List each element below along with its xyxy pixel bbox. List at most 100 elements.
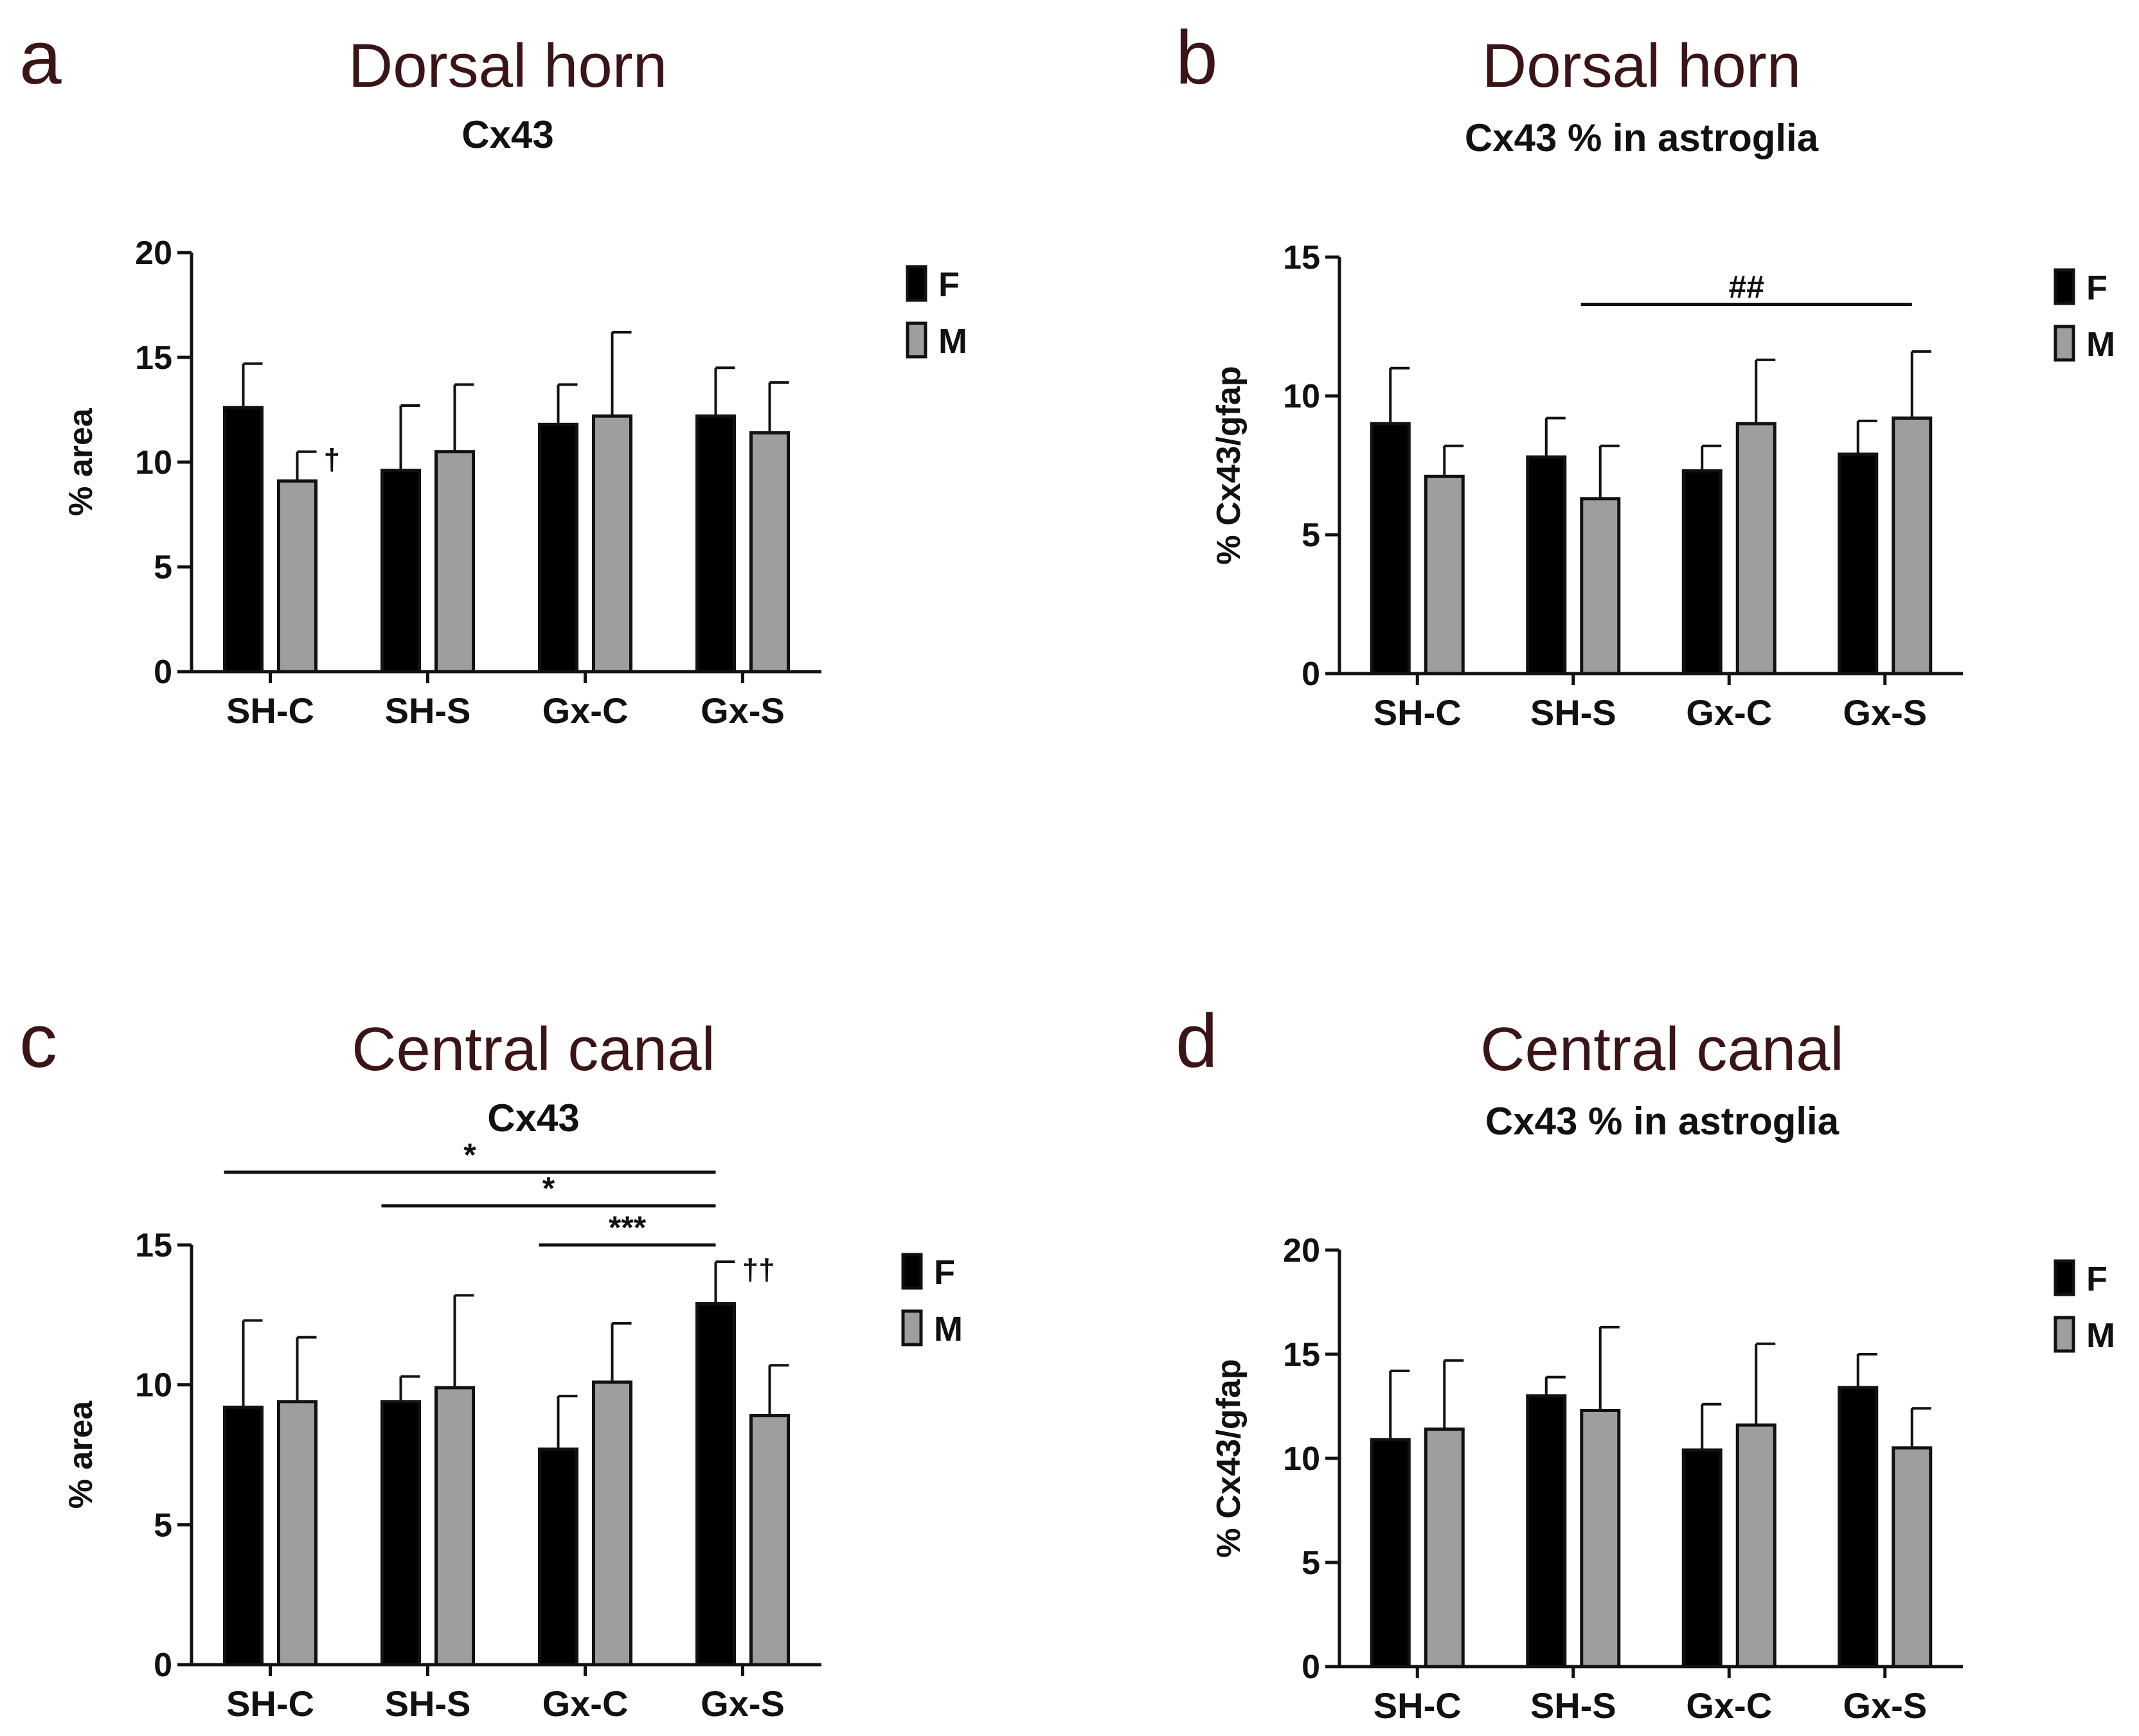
x-tick-label: SH-S	[1530, 692, 1616, 733]
x-tick-label: SH-C	[226, 690, 314, 731]
legend-swatch-m	[2054, 1316, 2075, 1353]
bar-f-sh-c	[223, 406, 264, 674]
y-tick-label: 0	[1302, 1649, 1320, 1686]
y-axis-label: % Cx43/gfap	[1210, 1359, 1248, 1557]
chart-title: Dorsal horn	[1482, 31, 1801, 100]
y-tick-label: 5	[1302, 1544, 1320, 1582]
x-tick-label: Gx-S	[701, 1683, 785, 1724]
x-tick-label: Gx-C	[542, 690, 629, 731]
y-axis-label: % Cx43/gfap	[1210, 366, 1248, 564]
legend-swatch-f	[901, 1253, 923, 1290]
significance-mark: ††	[742, 1253, 775, 1286]
bar-f-sh-c	[1370, 422, 1411, 676]
y-tick-label: 5	[154, 1507, 172, 1544]
chart-subtitle: Cx43 % in astroglia	[1465, 116, 1819, 159]
legend-swatch-f	[2054, 1259, 2075, 1296]
y-tick-label: 5	[1302, 517, 1320, 554]
x-tick-label: SH-S	[385, 1683, 471, 1724]
bar-m-sh-s	[1580, 497, 1621, 676]
bar-f-gx-s	[1838, 452, 1879, 676]
y-tick-label: 15	[1283, 1336, 1320, 1374]
y-tick-label: 0	[1302, 656, 1320, 693]
panel-letter: c	[19, 999, 57, 1084]
y-tick-label: 10	[135, 444, 172, 481]
y-tick-label: 20	[1283, 1232, 1320, 1269]
legend-swatch-f	[2054, 268, 2075, 305]
chart-title: Central canal	[352, 1015, 715, 1084]
y-tick-label: 10	[1283, 1440, 1320, 1478]
x-tick-label: Gx-C	[542, 1683, 629, 1724]
legend-swatch-m	[2054, 325, 2075, 362]
y-tick-label: 20	[135, 235, 172, 272]
x-tick-label: SH-S	[1530, 1685, 1616, 1726]
chart-subtitle: Cx43	[461, 113, 553, 156]
bar-f-gx-c	[1681, 469, 1723, 676]
chart-svg-d: d Central canal Cx43 % in astroglia 0 5 10 15 2…	[1176, 999, 2115, 1726]
y-tick-label: 10	[1283, 378, 1320, 415]
bar-f-sh-s	[1526, 1394, 1567, 1669]
bar-m-gx-s	[749, 431, 790, 674]
bar-m-gx-c	[592, 1380, 632, 1667]
y-tick-label: 10	[135, 1367, 172, 1404]
legend-label-m: M	[2086, 325, 2115, 364]
bar-m-gx-s	[749, 1414, 790, 1667]
significance-label: *	[542, 1170, 555, 1206]
bar-f-sh-s	[1526, 455, 1567, 676]
bar-m-sh-s	[434, 450, 475, 674]
y-tick-label: 5	[154, 549, 172, 586]
y-tick-label: 0	[154, 1647, 172, 1684]
y-tick-label: 15	[1283, 239, 1320, 276]
bar-m-gx-s	[1892, 1446, 1933, 1669]
legend-label-f: F	[934, 1253, 955, 1292]
y-tick-label: 15	[135, 339, 172, 377]
bar-f-gx-s	[695, 1302, 736, 1667]
bar-f-gx-c	[1681, 1448, 1723, 1669]
legend-label-f: F	[938, 265, 960, 304]
x-tick-label: SH-C	[1374, 1685, 1462, 1726]
legend-label-m: M	[2086, 1316, 2115, 1355]
chart-title: Dorsal horn	[348, 31, 667, 100]
legend-label-m: M	[938, 322, 967, 361]
legend-swatch-f	[906, 265, 927, 302]
y-tick-label: 0	[154, 654, 172, 691]
bar-f-sh-s	[380, 1400, 421, 1667]
bar-f-gx-c	[538, 422, 578, 674]
bar-m-sh-s	[434, 1386, 475, 1667]
chart-subtitle: Cx43 % in astroglia	[1485, 1100, 1839, 1143]
x-tick-label: Gx-S	[1843, 1685, 1927, 1726]
bar-m-sh-c	[277, 1400, 318, 1667]
bar-m-gx-c	[1735, 422, 1777, 676]
chart-svg-a: a Dorsal horn Cx43 0 5 10 15 20 % area SH-C SH-S Gx…	[19, 15, 967, 731]
bar-m-gx-c	[592, 414, 632, 674]
panel-d-central-canal-astroglia: d Central canal Cx43 % in astroglia 0 5 10 15 2…	[1070, 868, 2139, 1735]
bar-f-gx-s	[695, 414, 736, 674]
significance-label: ***	[609, 1210, 647, 1246]
significance-mark: †	[324, 443, 341, 476]
legend-swatch-m	[901, 1309, 923, 1347]
chart-subtitle: Cx43	[487, 1096, 579, 1140]
panel-c-central-canal-cx43: c Central canal Cx43 0 5 10 15 % area SH-C SH-S Gx…	[0, 868, 1070, 1735]
x-tick-label: SH-C	[1374, 692, 1462, 733]
bar-m-sh-c	[1424, 474, 1465, 676]
bar-m-gx-c	[1735, 1423, 1777, 1669]
y-axis-label: % area	[62, 1400, 100, 1509]
bar-f-gx-s	[1838, 1386, 1879, 1669]
bar-m-sh-c	[1424, 1427, 1465, 1669]
y-tick-label: 15	[135, 1227, 172, 1264]
x-tick-label: Gx-C	[1686, 692, 1772, 733]
bar-m-sh-s	[1580, 1408, 1621, 1669]
bar-m-gx-s	[1892, 416, 1933, 676]
x-tick-label: Gx-S	[1843, 692, 1927, 733]
y-axis-label: % area	[62, 407, 100, 516]
panel-b-dorsal-horn-astroglia: b Dorsal horn Cx43 % in astroglia 0 5 10 15 % C…	[1070, 0, 2139, 868]
legend-label-f: F	[2086, 1260, 2108, 1298]
chart-svg-b: b Dorsal horn Cx43 % in astroglia 0 5 10 15 % C…	[1176, 15, 2115, 733]
legend-label-f: F	[2086, 269, 2108, 307]
x-tick-label: SH-C	[226, 1683, 314, 1724]
bar-f-sh-c	[223, 1405, 264, 1667]
bar-f-gx-c	[538, 1447, 578, 1667]
panel-letter: a	[19, 15, 62, 100]
panel-letter: b	[1176, 15, 1218, 100]
significance-label: *	[463, 1137, 476, 1173]
chart-title: Central canal	[1480, 1015, 1844, 1084]
